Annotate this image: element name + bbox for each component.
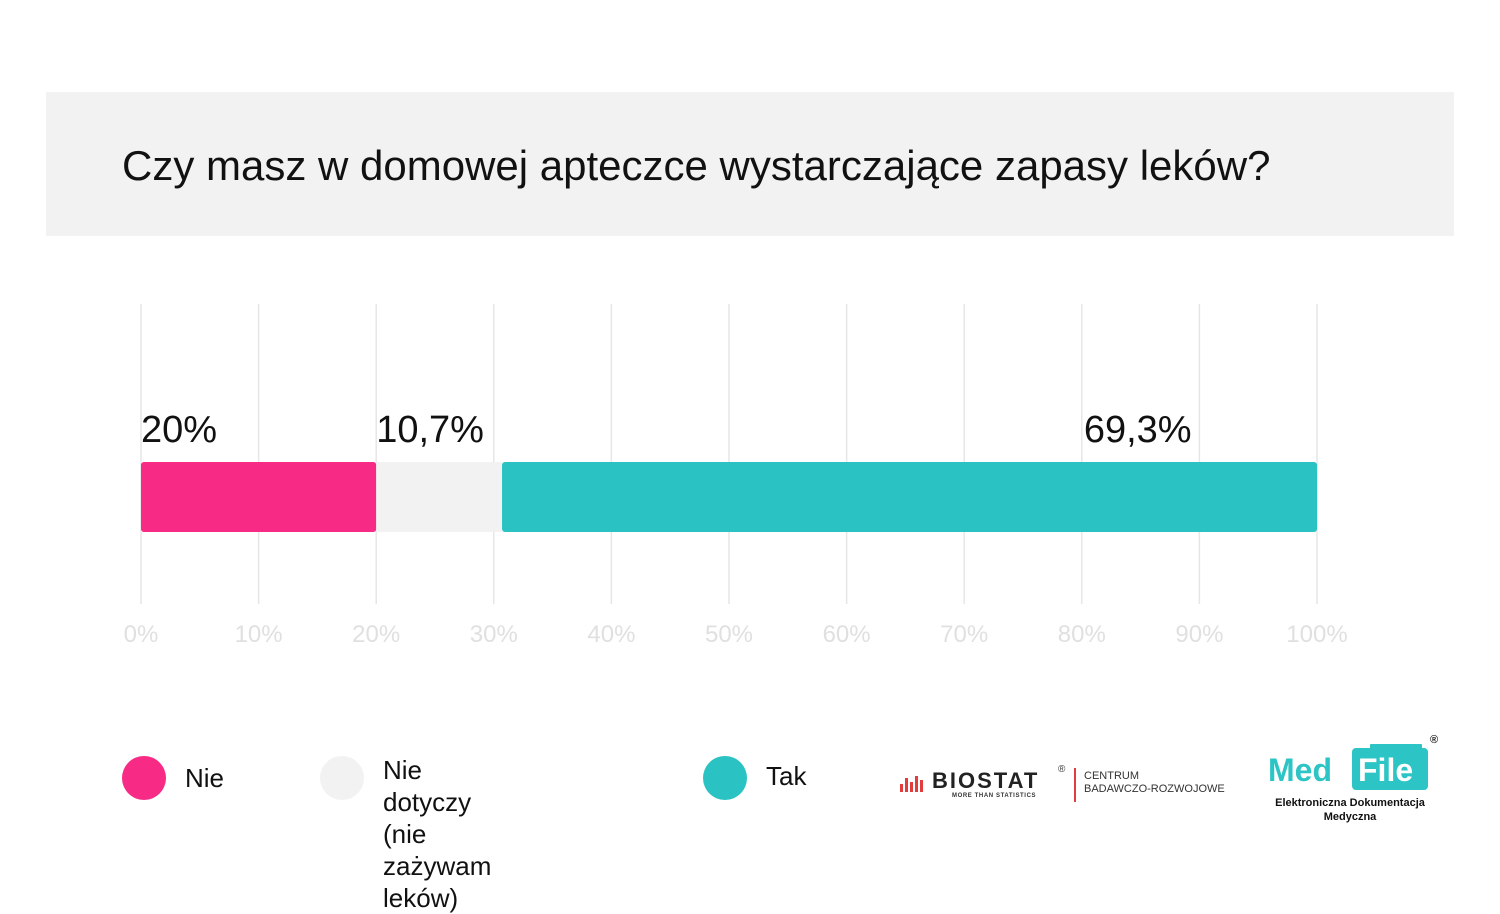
x-tick-label: 50% — [705, 621, 753, 648]
x-tick-label: 100% — [1286, 621, 1347, 648]
legend-label-nie-dotyczy: Nie dotyczy (nie zażywam leków) — [383, 755, 492, 913]
medfile-med-word: Med — [1268, 752, 1332, 788]
medfile-folder-icon — [1352, 748, 1428, 790]
bar-segment — [141, 462, 377, 532]
x-tick-label: 90% — [1175, 621, 1223, 648]
data-label: 20% — [141, 409, 217, 451]
chart-title: Czy masz w domowej apteczce wystarczając… — [122, 142, 1271, 189]
legend-swatch-tak — [703, 756, 747, 800]
bar-segment — [502, 462, 1318, 532]
data-label: 69,3% — [1084, 409, 1192, 451]
legend-label-tak: Tak — [766, 761, 807, 791]
biostat-separator — [1074, 768, 1076, 802]
x-tick-label: 80% — [1058, 621, 1106, 648]
medfile-registered-mark: ® — [1430, 734, 1439, 746]
biostat-logo: BIOSTAT MORE THAN STATISTICS ® CENTRUM B… — [900, 764, 1240, 806]
legend-swatch-nie-dotyczy — [320, 756, 364, 800]
x-tick-label: 70% — [940, 621, 988, 648]
biostat-wordmark: BIOSTAT — [932, 768, 1040, 793]
x-tick-label: 60% — [823, 621, 871, 648]
biostat-bars-icon — [900, 776, 923, 792]
x-tick-label: 40% — [587, 621, 635, 648]
data-label: 10,7% — [376, 409, 484, 451]
medfile-subtitle: Elektroniczna Dokumentacja Medyczna — [1275, 797, 1425, 823]
medfile-file-word: File — [1358, 752, 1414, 788]
biostat-registered-mark: ® — [1058, 764, 1066, 775]
bar-segment — [376, 462, 503, 532]
x-tick-label: 30% — [470, 621, 518, 648]
x-tick-label: 20% — [352, 621, 400, 648]
x-tick-label: 0% — [124, 621, 159, 648]
x-tick-label: 10% — [235, 621, 283, 648]
biostat-tagline: MORE THAN STATISTICS — [952, 793, 1037, 799]
biostat-center-text: CENTRUM BADAWCZO-ROZWOJOWE — [1084, 770, 1225, 795]
legend-swatch-nie — [122, 756, 166, 800]
title-band: Czy masz w domowej apteczce wystarczając… — [46, 92, 1454, 236]
medfile-logo: Med File ® Elektroniczna Dokumentacja Me… — [1262, 734, 1452, 826]
legend-label-nie: Nie — [185, 763, 225, 793]
